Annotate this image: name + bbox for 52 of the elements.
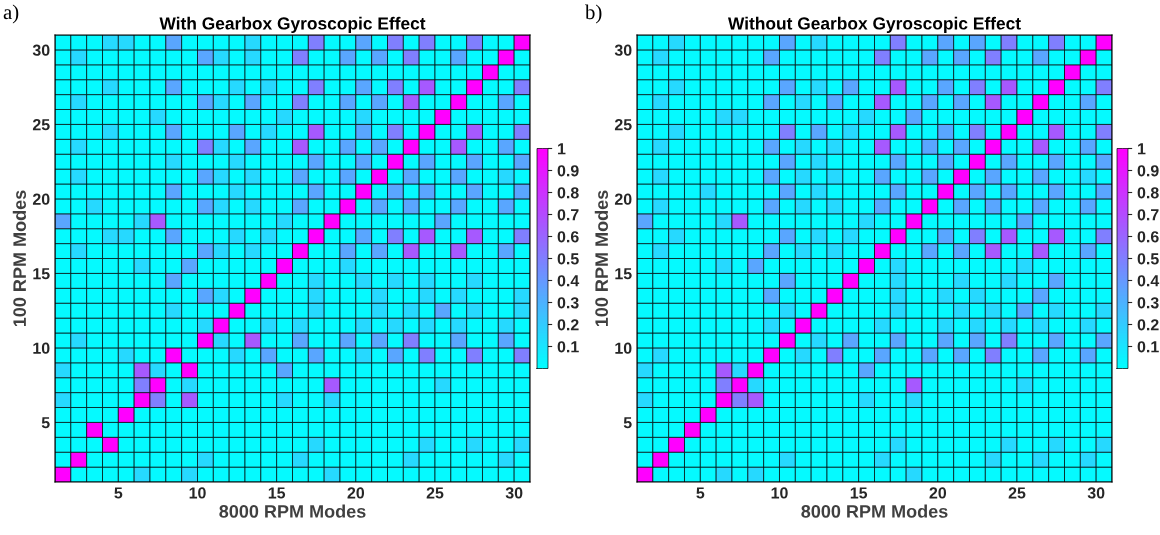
x-tick-label: 5 bbox=[114, 487, 123, 499]
y-axis-title: 100 RPM Modes bbox=[12, 190, 27, 327]
color-bar-label: 0.4 bbox=[1137, 275, 1160, 287]
y-tick-label: 20 bbox=[614, 193, 632, 205]
x-axis-title: 8000 RPM Modes bbox=[801, 504, 948, 518]
x-tick-label: 20 bbox=[347, 487, 365, 499]
y-tick-label: 10 bbox=[33, 342, 50, 354]
color-bar-label: 0.7 bbox=[557, 209, 579, 221]
y-tick-label: 15 bbox=[615, 268, 632, 280]
x-tick-label: 5 bbox=[696, 487, 705, 499]
y-tick-label: 30 bbox=[32, 44, 50, 56]
y-tick-label: 5 bbox=[41, 417, 50, 429]
y-tick-label: 25 bbox=[614, 119, 632, 131]
color-bar-label: 1 bbox=[1138, 143, 1146, 155]
y-axis-title: 100 RPM Modes bbox=[594, 190, 609, 327]
color-bar-label: 0.6 bbox=[1137, 231, 1159, 243]
x-tick-label: 25 bbox=[426, 487, 444, 499]
color-bar-label: 0.5 bbox=[557, 253, 579, 265]
color-bar-label: 0.2 bbox=[557, 319, 579, 331]
color-bar-label: 0.9 bbox=[557, 165, 579, 177]
y-tick-label: 30 bbox=[614, 44, 632, 56]
color-bar-label: 0.3 bbox=[1137, 297, 1159, 309]
chart-title: Without Gearbox Gyroscopic Effect bbox=[727, 16, 1021, 34]
chart-title: With Gearbox Gyroscopic Effect bbox=[159, 16, 426, 34]
color-bar-label: 0.1 bbox=[557, 341, 579, 353]
color-bar-label: 0.6 bbox=[557, 231, 579, 243]
color-bar-label: 0.2 bbox=[1137, 319, 1159, 331]
x-tick-label: 30 bbox=[505, 487, 523, 499]
color-bar-label: 0.3 bbox=[557, 297, 579, 309]
color-bar-label: 0.8 bbox=[557, 187, 579, 199]
x-axis-title: 8000 RPM Modes bbox=[219, 504, 366, 518]
color-bar-label: 0.8 bbox=[1137, 187, 1159, 199]
x-tick-label: 15 bbox=[850, 487, 868, 499]
color-bar-label: 0.9 bbox=[1137, 165, 1159, 177]
x-tick-label: 10 bbox=[189, 487, 206, 499]
y-tick-label: 15 bbox=[33, 268, 50, 280]
text: b) bbox=[585, 4, 602, 24]
color-bar-label: 0.5 bbox=[1137, 253, 1159, 265]
color-bar-label: 0.7 bbox=[1137, 209, 1159, 221]
text: a) bbox=[3, 4, 19, 24]
x-tick-label: 30 bbox=[1087, 487, 1105, 499]
x-tick-label: 20 bbox=[929, 487, 947, 499]
color-bar-label: 1 bbox=[558, 143, 566, 155]
color-bar-label: 0.1 bbox=[1137, 341, 1159, 353]
x-tick-label: 25 bbox=[1008, 487, 1026, 499]
x-tick-label: 10 bbox=[771, 487, 788, 499]
x-tick-label: 15 bbox=[268, 487, 286, 499]
y-tick-label: 25 bbox=[32, 119, 50, 131]
y-tick-label: 10 bbox=[615, 342, 632, 354]
y-tick-label: 20 bbox=[32, 193, 50, 205]
y-tick-label: 5 bbox=[623, 417, 632, 429]
color-bar-label: 0.4 bbox=[557, 275, 580, 287]
